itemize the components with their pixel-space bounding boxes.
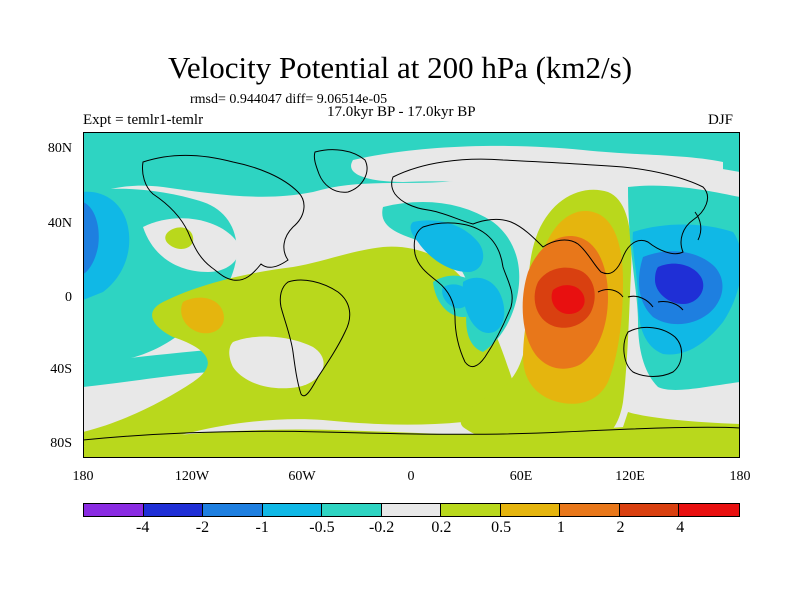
coast-south-america	[279, 279, 351, 397]
colorbar-box-10	[679, 504, 739, 516]
field-atlantic-blue	[442, 284, 470, 309]
field-namerica-positive	[165, 227, 194, 249]
colorbar-box-5	[381, 504, 441, 516]
coast-north-america	[142, 154, 305, 281]
lon-label-180e: 180	[729, 469, 751, 484]
coast-africa	[413, 222, 513, 368]
colorbar-label-2: -1	[255, 519, 269, 536]
field-indian-blue	[462, 277, 505, 333]
experiment-label: Expt = temlr1-temlr	[83, 112, 204, 128]
lat-label-40s: 40S	[50, 362, 72, 377]
contour-fields	[83, 132, 740, 458]
lon-label-120e: 120E	[615, 469, 645, 484]
lat-label-80n: 80N	[47, 141, 72, 156]
coast-antarctica	[83, 426, 740, 441]
coast-greenland	[313, 149, 368, 193]
period-label: 17.0kyr BP - 17.0kyr BP	[327, 104, 476, 120]
lon-label-120w: 120W	[174, 469, 210, 484]
season-label: DJF	[708, 112, 734, 128]
lat-label-0: 0	[65, 290, 72, 305]
lat-label-40n: 40N	[47, 216, 72, 231]
colorbar-box-2	[203, 504, 263, 516]
colorbar-box-9	[619, 504, 679, 516]
lon-label-0: 0	[407, 469, 415, 484]
colorbar-label-8: 2	[616, 519, 625, 536]
coast-japan	[694, 211, 702, 241]
colorbar-label-0: -4	[136, 519, 150, 536]
colorbar-label-6: 0.5	[491, 519, 512, 536]
lon-label-60w: 60W	[288, 469, 316, 484]
field-arctic-neutral	[351, 145, 723, 182]
map-title: Velocity Potential at 200 hPa (km2/s)	[167, 50, 633, 85]
colorbar-label-9: 4	[676, 519, 685, 536]
field-asia-core	[551, 285, 585, 314]
colorbar-box-3	[262, 504, 322, 516]
coastlines	[83, 149, 740, 441]
field-namerica-neutral	[143, 218, 239, 272]
colorbar-box-8	[560, 504, 620, 516]
colorbar-box-1	[143, 504, 203, 516]
coast-europe-asia	[391, 158, 708, 275]
colorbar-box-0	[84, 504, 144, 516]
colorbar-label-5: 0.2	[431, 519, 452, 536]
stats-label: rmsd= 0.944047 diff= 9.06514e-05	[190, 92, 388, 107]
lon-label-60e: 60E	[509, 469, 533, 484]
coast-maritime-continent	[597, 289, 684, 311]
colorbar-box-7	[500, 504, 560, 516]
coast-australia	[623, 326, 682, 377]
lon-label-180w: 180	[72, 469, 94, 484]
colorbar-box-4	[322, 504, 382, 516]
field-pacific-negative-core	[83, 202, 99, 274]
field-southamerica-neutral	[229, 336, 324, 389]
colorbar-label-3: -0.5	[309, 519, 335, 536]
colorbar-label-4: -0.2	[368, 519, 395, 536]
velocity-potential-map	[83, 132, 740, 458]
map-frame	[83, 132, 740, 458]
field-southpacific-orange	[181, 297, 224, 334]
field-antarctic-positive	[83, 412, 740, 458]
lat-label-80s: 80S	[50, 436, 72, 451]
field-westpacific-core	[655, 263, 704, 304]
colorbar	[83, 503, 740, 517]
colorbar-box-6	[441, 504, 501, 516]
colorbar-label-1: -2	[195, 519, 210, 536]
field-africa-blue	[410, 220, 484, 272]
colorbar-label-7: 1	[556, 519, 565, 536]
